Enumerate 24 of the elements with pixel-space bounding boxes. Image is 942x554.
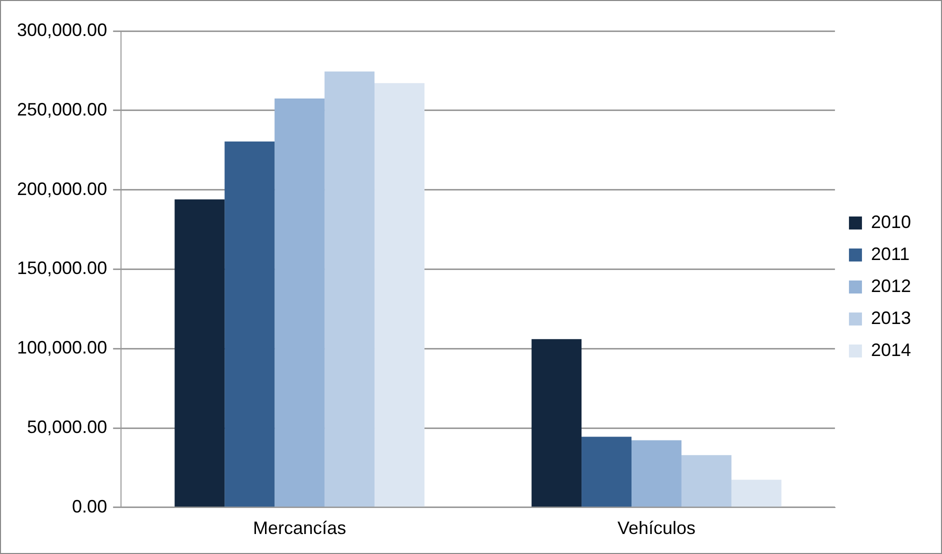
bar: [374, 83, 424, 507]
bar: [324, 71, 375, 507]
y-tick-label: 100,000.00: [16, 338, 108, 358]
bar: [532, 339, 582, 507]
legend-label: 2011: [870, 244, 910, 264]
bar: [731, 480, 782, 507]
y-tick-label: 300,000.00: [16, 20, 108, 40]
bar: [632, 440, 682, 507]
bar: [224, 142, 275, 507]
x-tick-label: Mercancías: [253, 518, 346, 538]
bar: [681, 455, 732, 507]
legend-label: 2010: [870, 212, 912, 232]
bar: [582, 436, 632, 507]
y-tick-label: 250,000.00: [16, 99, 108, 120]
legend-label: 2012: [870, 276, 912, 296]
y-tick-label: 50,000.00: [27, 416, 108, 437]
legend-label: 2014: [870, 340, 912, 360]
x-tick-label: Vehículos: [617, 518, 696, 538]
y-tick-label: 0.00: [72, 496, 108, 516]
bar: [174, 199, 225, 507]
legend-label: 2013: [870, 308, 912, 328]
bar: [274, 98, 325, 507]
y-tick-label: 200,000.00: [16, 178, 108, 199]
y-tick-label: 150,000.00: [16, 258, 108, 278]
